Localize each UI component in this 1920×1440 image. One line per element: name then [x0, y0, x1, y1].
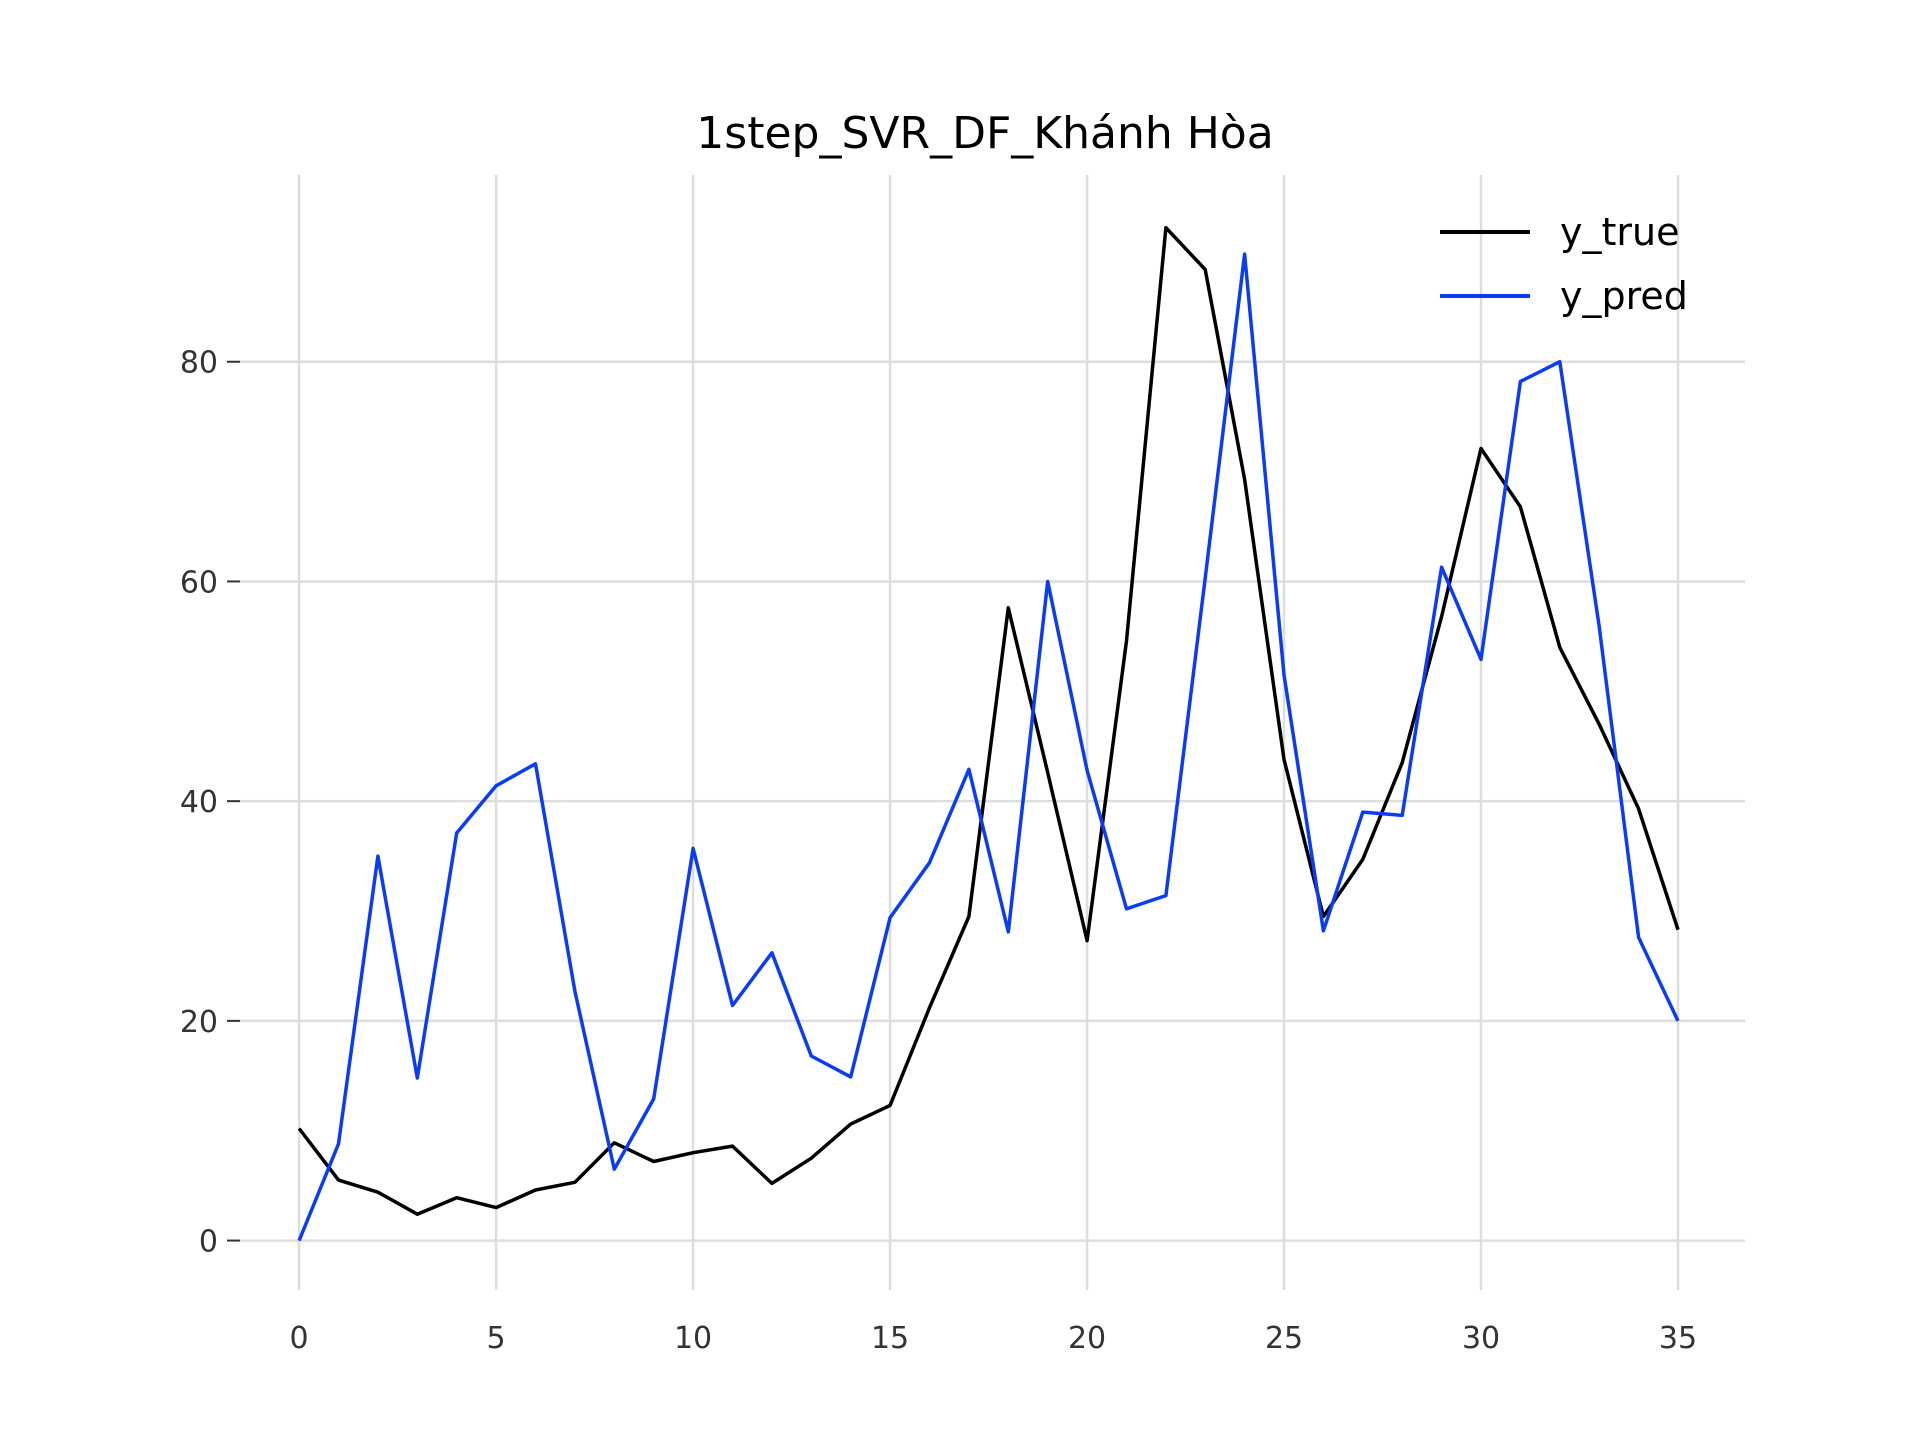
series-line-y-pred [297, 252, 1680, 1242]
grid [240, 175, 1745, 1290]
y-tick-label: 60 [180, 565, 218, 600]
y-tick-label: 20 [180, 1005, 218, 1040]
legend-label-y-true: y_true [1560, 210, 1679, 254]
legend-label-y-pred: y_pred [1560, 274, 1688, 318]
x-tick-label: 5 [487, 1321, 506, 1356]
series-group [297, 225, 1680, 1242]
y-tick-label: 0 [199, 1225, 218, 1260]
y-tick-label: 80 [180, 346, 218, 381]
x-tick-label: 10 [674, 1321, 712, 1356]
legend: y_true y_pred [1440, 210, 1688, 318]
chart-title: 1step_SVR_DF_Khánh Hòa [696, 108, 1273, 159]
x-tick-label: 0 [290, 1321, 309, 1356]
axes: 0 5 10 15 20 25 30 35 0 20 40 60 80 [180, 346, 1697, 1356]
x-tick-label: 35 [1659, 1321, 1697, 1356]
series-line-y-true [297, 225, 1680, 1216]
x-tick-label: 25 [1265, 1321, 1303, 1356]
y-tick-label: 40 [180, 785, 218, 820]
x-tick-label: 20 [1068, 1321, 1106, 1356]
x-tick-label: 15 [871, 1321, 909, 1356]
x-tick-label: 30 [1462, 1321, 1500, 1356]
